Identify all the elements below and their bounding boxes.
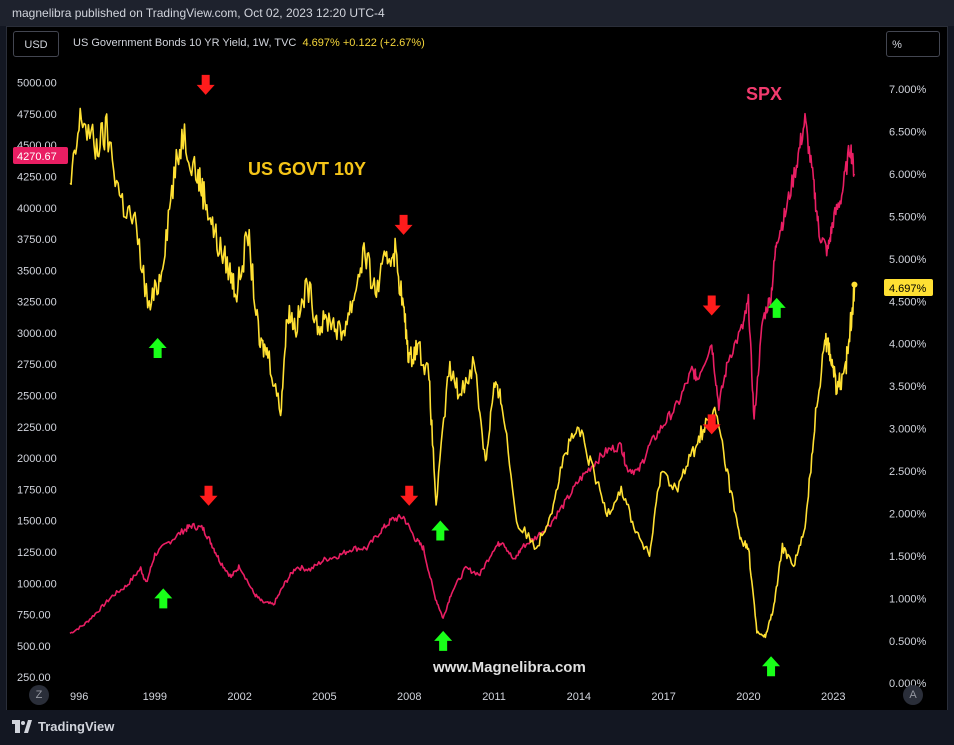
footer (0, 710, 954, 745)
up-arrow-spx (434, 630, 453, 651)
auto-scale-button[interactable]: A (903, 685, 923, 705)
currency-button[interactable]: USD (13, 31, 59, 57)
left-axis-tick: 750.00 (17, 610, 51, 622)
spx-series-label: SPX (746, 84, 782, 104)
right-axis-tick: 7.000% (889, 84, 927, 96)
down-arrow-yield (394, 214, 413, 235)
x-axis-tick: 2002 (227, 691, 251, 703)
spx-price-tag: 4270.67 (13, 147, 68, 164)
up-arrow-spx (154, 588, 173, 609)
tradingview-brand: TradingView (38, 719, 115, 734)
up-arrow-yield (762, 656, 781, 677)
yield-price-tag-text: 4.697% (889, 283, 927, 295)
right-axis-tick: 0.500% (889, 636, 927, 648)
left-axis-tick: 4000.00 (17, 203, 57, 215)
up-arrow-yield (148, 337, 167, 358)
watermark-text: www.Magnelibra.com (432, 659, 586, 676)
down-arrow-spx (400, 485, 419, 506)
x-axis-tick: 2017 (651, 691, 675, 703)
down-arrow-yield (702, 295, 721, 316)
yield-price-tag: 4.697% (884, 279, 933, 296)
zoom-reset-button[interactable]: Z (29, 685, 49, 705)
left-axis-tick: 4250.00 (17, 171, 57, 183)
x-axis-tick: 2011 (482, 691, 506, 703)
down-arrow-yield (196, 74, 215, 95)
left-axis-tick: 4750.00 (17, 109, 57, 121)
left-axis-tick: 3750.00 (17, 234, 57, 246)
right-axis-tick: 3.000% (889, 424, 927, 436)
publish-header: magnelibra published on TradingView.com,… (0, 0, 954, 26)
publish-info: magnelibra published on TradingView.com,… (12, 6, 385, 20)
down-arrow-spx (702, 414, 721, 435)
left-axis-tick: 1500.00 (17, 516, 57, 528)
left-axis-tick: 5000.00 (17, 78, 57, 90)
right-axis-tick: 4.500% (889, 296, 927, 308)
x-axis-tick: 1999 (143, 691, 167, 703)
yield-series-label: US GOVT 10Y (248, 159, 366, 179)
right-axis-tick: 6.000% (889, 169, 927, 181)
right-axis-tick: 4.000% (889, 339, 927, 351)
tradingview-logo[interactable]: TradingView (12, 719, 114, 734)
legend-symbol: US Government Bonds 10 YR Yield, 1W, TVC (73, 37, 297, 49)
x-axis-tick: 2023 (821, 691, 845, 703)
up-arrow-yield (431, 520, 450, 541)
yield-line (69, 107, 856, 639)
left-axis-tick: 3500.00 (17, 265, 57, 277)
left-axis-tick: 2500.00 (17, 391, 57, 403)
symbol-legend: US Government Bonds 10 YR Yield, 1W, TVC… (73, 37, 425, 49)
yield-last-point (851, 281, 858, 288)
x-axis-tick: 2008 (397, 691, 421, 703)
x-axis-tick: 996 (70, 691, 88, 703)
right-axis-tick: 1.500% (889, 551, 927, 563)
right-axis-tick: 1.000% (889, 593, 927, 605)
right-axis-tick: 5.500% (889, 211, 927, 223)
left-axis-tick: 1750.00 (17, 484, 57, 496)
legend-change: +0.122 (+2.67%) (342, 37, 425, 49)
up-arrow-spx (767, 297, 786, 318)
left-axis-tick: 2750.00 (17, 359, 57, 371)
legend-last-value: 4.697% (302, 37, 340, 49)
right-axis-tick: 2.000% (889, 508, 927, 520)
tradingview-logo-icon (12, 720, 32, 733)
left-axis-tick: 250.00 (17, 672, 51, 684)
right-axis-tick: 3.500% (889, 381, 927, 393)
left-axis-tick: 3000.00 (17, 328, 57, 340)
right-axis-tick: 5.000% (889, 254, 927, 266)
left-axis-tick: 2250.00 (17, 422, 57, 434)
right-axis-tick: 6.500% (889, 127, 927, 139)
x-axis-tick: 2005 (312, 691, 336, 703)
left-axis-tick: 1000.00 (17, 578, 57, 590)
left-axis-tick: 1250.00 (17, 547, 57, 559)
x-axis-tick: 2014 (567, 691, 591, 703)
spx-line (69, 112, 856, 635)
right-axis-tick: 2.500% (889, 466, 927, 478)
scale-mode-button[interactable]: % (886, 31, 940, 57)
x-axis-tick: 2020 (736, 691, 760, 703)
left-axis-tick: 500.00 (17, 641, 51, 653)
spx-price-tag-text: 4270.67 (17, 151, 57, 163)
down-arrow-spx (199, 485, 218, 506)
left-axis-tick: 2000.00 (17, 453, 57, 465)
left-axis-tick: 3250.00 (17, 297, 57, 309)
